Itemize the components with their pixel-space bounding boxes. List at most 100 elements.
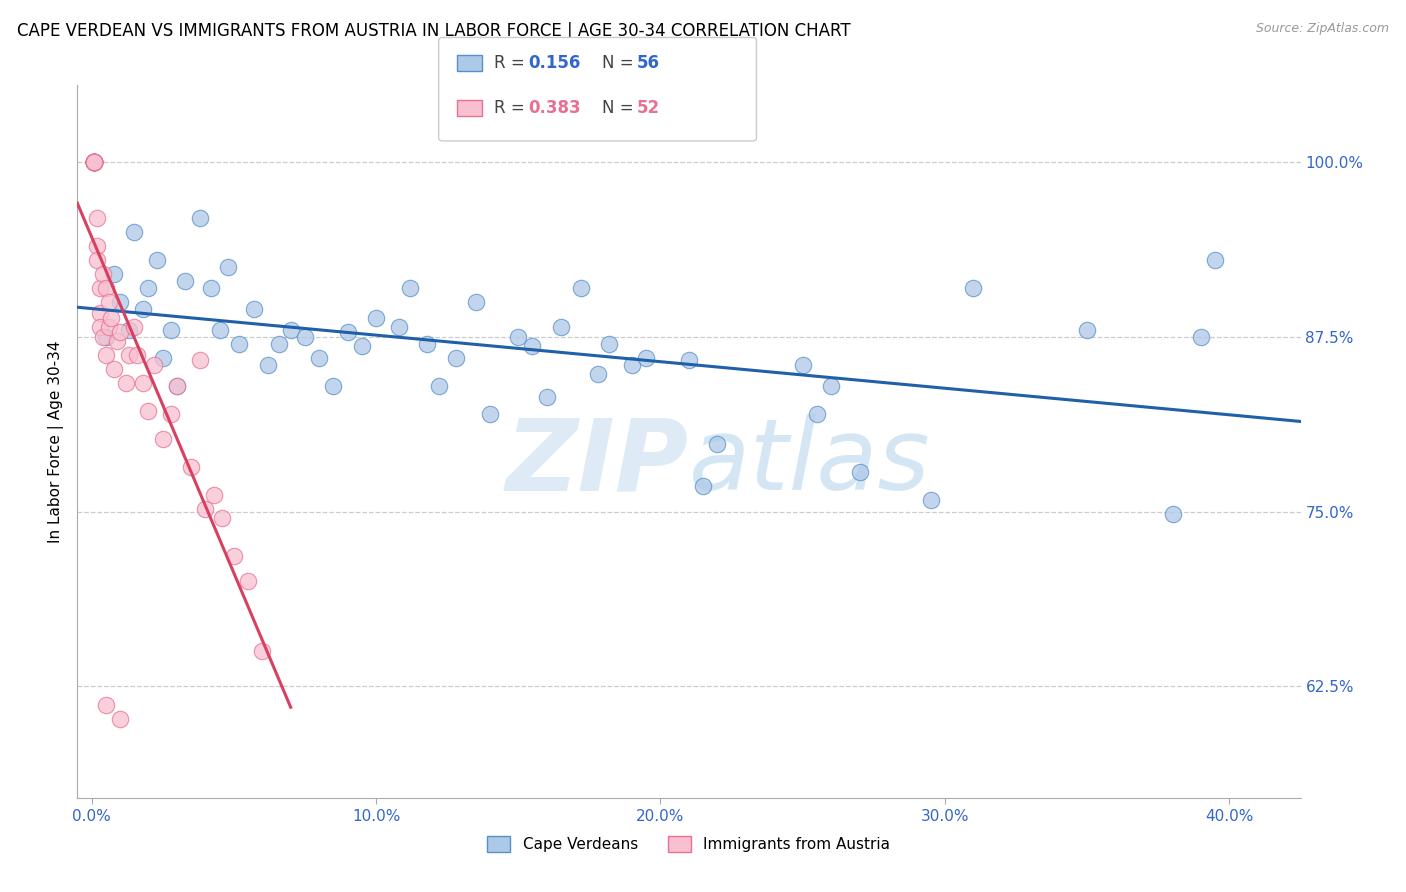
Point — [83, 154, 105, 169]
Point — [83, 154, 105, 169]
Point — [138, 403, 160, 417]
Point — [117, 323, 139, 337]
Point — [97, 319, 120, 334]
Point — [350, 339, 373, 353]
Point — [143, 358, 166, 372]
Point — [152, 351, 174, 365]
Text: 0.383: 0.383 — [529, 99, 581, 117]
Point — [86, 211, 108, 225]
Point — [83, 154, 105, 169]
Text: 52: 52 — [637, 99, 659, 117]
Point — [132, 301, 155, 316]
Point — [180, 459, 202, 474]
Point — [202, 488, 225, 502]
Point — [108, 712, 131, 726]
Point — [105, 334, 128, 348]
Point — [820, 378, 842, 392]
Point — [83, 154, 105, 169]
Point — [89, 280, 111, 294]
Point — [962, 280, 984, 294]
Point — [280, 323, 302, 337]
Point — [83, 154, 105, 169]
Point — [83, 154, 105, 169]
Point — [427, 378, 450, 392]
Point — [200, 280, 222, 294]
Point — [416, 336, 439, 351]
Point — [132, 376, 155, 390]
Point — [269, 336, 291, 351]
Point — [117, 348, 139, 362]
Point — [1076, 323, 1098, 337]
Point — [336, 326, 359, 340]
Point — [152, 432, 174, 446]
Point — [94, 698, 117, 712]
Point — [108, 326, 131, 340]
Text: N =: N = — [602, 99, 638, 117]
Point — [1189, 329, 1212, 343]
Point — [522, 339, 544, 353]
Point — [86, 252, 108, 267]
Point — [94, 280, 117, 294]
Point — [464, 294, 486, 309]
Point — [166, 378, 188, 392]
Text: Source: ZipAtlas.com: Source: ZipAtlas.com — [1256, 22, 1389, 36]
Point — [103, 267, 125, 281]
Y-axis label: In Labor Force | Age 30-34: In Labor Force | Age 30-34 — [48, 340, 65, 543]
Point — [792, 358, 814, 372]
Point — [208, 323, 231, 337]
Point — [536, 390, 558, 404]
Point — [83, 154, 105, 169]
Point — [257, 358, 280, 372]
Point — [94, 348, 117, 362]
Point — [188, 353, 211, 368]
Point — [1204, 252, 1226, 267]
Point — [122, 225, 145, 239]
Text: N =: N = — [602, 54, 638, 72]
Text: 0.156: 0.156 — [529, 54, 581, 72]
Point — [160, 323, 183, 337]
Legend: Cape Verdeans, Immigrants from Austria: Cape Verdeans, Immigrants from Austria — [481, 830, 897, 858]
Point — [636, 351, 658, 365]
Point — [114, 376, 136, 390]
Point — [83, 154, 105, 169]
Point — [83, 154, 105, 169]
Point — [598, 336, 620, 351]
Point — [678, 353, 700, 368]
Point — [83, 154, 105, 169]
Point — [478, 407, 501, 421]
Point — [166, 378, 188, 392]
Point — [89, 319, 111, 334]
Point — [252, 644, 274, 658]
Point — [100, 311, 122, 326]
Point — [108, 294, 131, 309]
Point — [236, 574, 259, 589]
Point — [194, 501, 217, 516]
Point — [91, 329, 114, 343]
Point — [103, 361, 125, 376]
Point — [294, 329, 316, 343]
Point — [444, 351, 467, 365]
Point — [83, 154, 105, 169]
Point — [138, 280, 160, 294]
Point — [83, 154, 105, 169]
Point — [692, 479, 714, 493]
Point — [550, 319, 572, 334]
Point — [160, 407, 183, 421]
Point — [122, 319, 145, 334]
Point — [848, 466, 870, 480]
Point — [125, 348, 148, 362]
Point — [388, 319, 411, 334]
Point — [242, 301, 264, 316]
Point — [322, 378, 344, 392]
Point — [806, 407, 828, 421]
Point — [174, 274, 197, 288]
Point — [569, 280, 592, 294]
Point — [146, 252, 169, 267]
Text: R =: R = — [494, 99, 530, 117]
Point — [211, 511, 233, 525]
Point — [91, 267, 114, 281]
Point — [83, 154, 105, 169]
Point — [228, 336, 250, 351]
Text: 56: 56 — [637, 54, 659, 72]
Text: atlas: atlas — [689, 415, 931, 511]
